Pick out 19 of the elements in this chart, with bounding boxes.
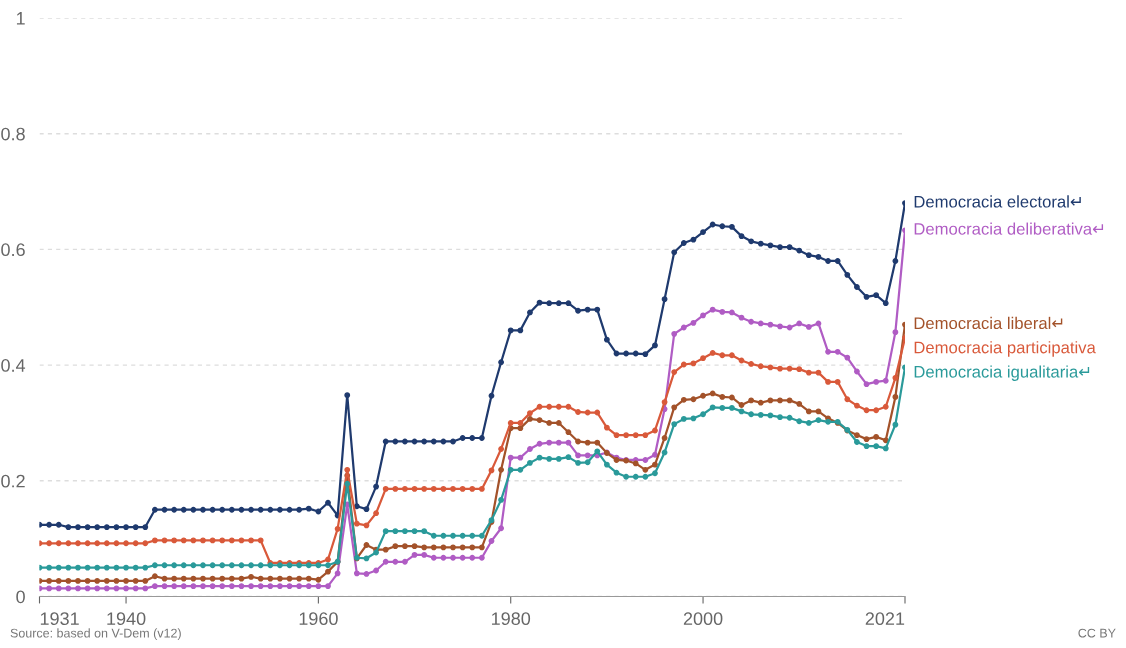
x-tick-label: 1940 xyxy=(107,612,146,626)
y-tick-label: 0 xyxy=(16,590,25,604)
x-tick-label: 1931 xyxy=(40,612,79,626)
y-tick-label: 1 xyxy=(16,12,25,25)
series-label: Democracia participativa xyxy=(914,341,1096,357)
x-tick-label: 2000 xyxy=(683,612,723,626)
y-tick-label: 0.8 xyxy=(1,127,25,141)
series-label: Democracia electoral↵ xyxy=(914,195,1081,208)
text: CC BY xyxy=(1078,628,1116,638)
series-label: Democracia deliberativa↵ xyxy=(914,222,1104,235)
x-tick-label: 1980 xyxy=(492,612,531,626)
series-label: Democracia liberal↵ xyxy=(914,316,1063,330)
x-tick-label: 1960 xyxy=(299,612,338,626)
y-tick-label: 0.2 xyxy=(1,474,25,488)
series-label: Democracia igualitaria↵ xyxy=(914,365,1090,381)
y-tick-label: 0.4 xyxy=(1,359,26,372)
x-tick-label: 2021 xyxy=(865,612,905,626)
y-tick-label: 0.6 xyxy=(1,243,25,257)
source-note: Source: based on V-Dem (v12) xyxy=(10,628,181,640)
